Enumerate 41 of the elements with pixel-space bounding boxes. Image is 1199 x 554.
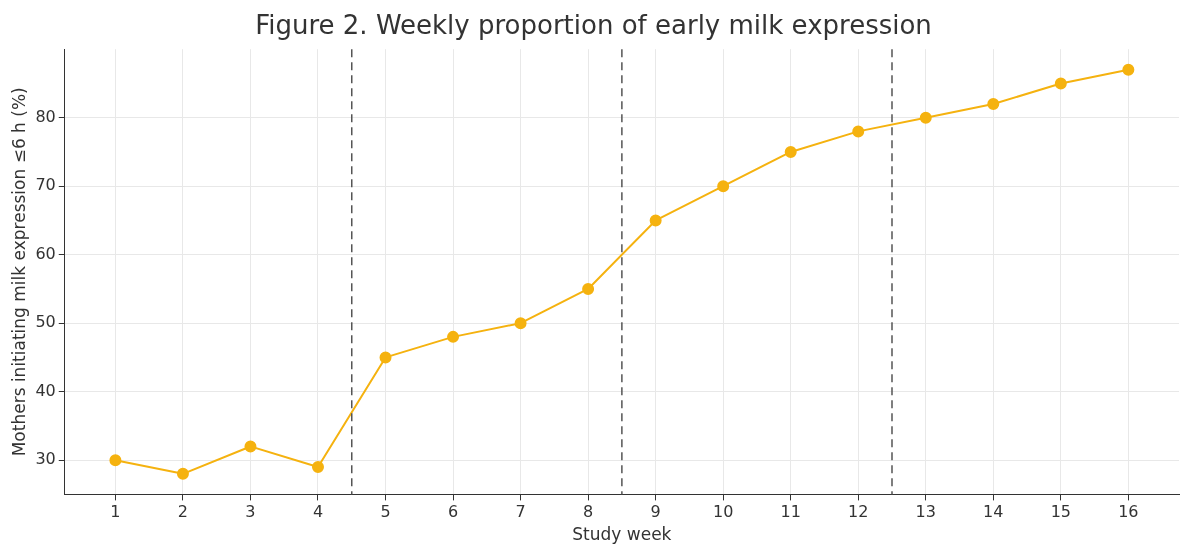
y-tick-label: 40 bbox=[35, 380, 56, 400]
y-tick-label: 30 bbox=[35, 449, 56, 469]
x-tick-label: 4 bbox=[312, 502, 324, 522]
point bbox=[176, 467, 189, 480]
point bbox=[1122, 63, 1135, 76]
point bbox=[1054, 77, 1067, 90]
point bbox=[514, 317, 527, 330]
x-tick-label: 8 bbox=[583, 502, 594, 522]
chart-title: Figure 2. Weekly proportion of early milk expression bbox=[255, 10, 932, 41]
point bbox=[649, 214, 662, 227]
x-axis-title: Study week bbox=[572, 524, 672, 545]
point bbox=[582, 282, 595, 295]
y-tick-label: 50 bbox=[35, 312, 56, 332]
y-tick-label: 60 bbox=[35, 243, 56, 263]
point bbox=[852, 125, 865, 138]
x-tick-label: 3 bbox=[245, 502, 256, 522]
x-tick-label: 13 bbox=[915, 502, 936, 522]
x-tick-label: 7 bbox=[515, 502, 526, 522]
x-tick-label: 6 bbox=[447, 502, 459, 522]
x-tick-label: 12 bbox=[848, 502, 869, 522]
x-tick-label: 10 bbox=[712, 502, 734, 522]
x-tick-label: 5 bbox=[380, 502, 391, 522]
x-tick-label: 14 bbox=[983, 502, 1004, 522]
point bbox=[784, 145, 797, 158]
y-tick-label: 70 bbox=[35, 175, 56, 195]
x-tick-label: 11 bbox=[780, 502, 801, 522]
point bbox=[312, 461, 324, 473]
point bbox=[717, 180, 730, 193]
point bbox=[919, 111, 932, 124]
x-tick-label: 15 bbox=[1050, 502, 1071, 522]
point bbox=[244, 440, 257, 453]
y-axis-title: Mothers initiating milk expression ≤6 h (%) bbox=[8, 87, 29, 457]
x-tick-label: 1 bbox=[110, 502, 121, 522]
point bbox=[987, 97, 1000, 110]
x-tick-label: 2 bbox=[177, 502, 189, 522]
point bbox=[379, 351, 392, 364]
y-tick-label: 80 bbox=[35, 106, 56, 126]
x-tick-label: 9 bbox=[650, 502, 661, 522]
x-tick-label: 16 bbox=[1118, 502, 1139, 522]
point bbox=[447, 330, 460, 343]
point bbox=[109, 454, 122, 467]
